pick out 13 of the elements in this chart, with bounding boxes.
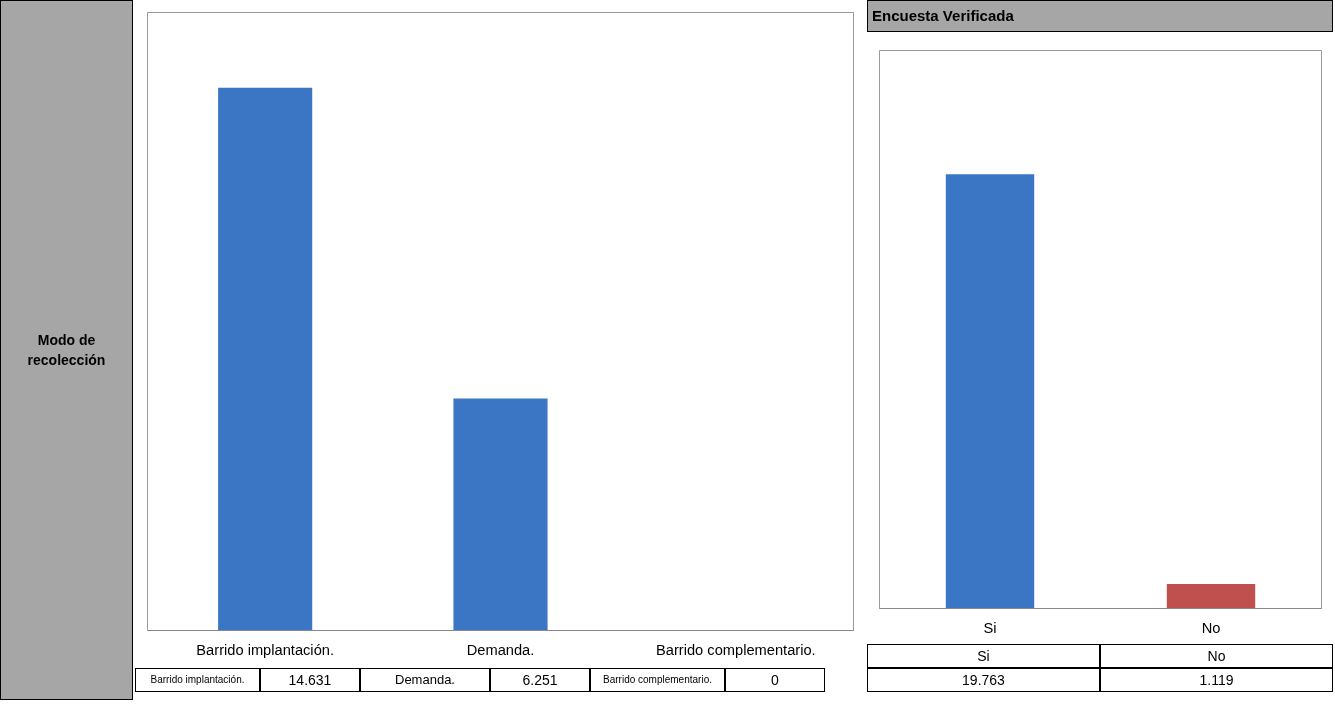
data-label: 19.763 [867,668,1100,692]
category-label: Demanda. [395,671,455,687]
data-label: 0 [725,668,825,692]
x-tick-label: Barrido implantación. [196,641,335,658]
category-label: Barrido implantación. [150,673,245,685]
x-tick-label: Demanda. [466,641,535,658]
data-label: 6.251 [490,668,590,692]
chart-title: Encuesta Verificada [867,0,1333,32]
data-label: 1.119 [1100,668,1333,692]
data-label: 14.631 [260,668,360,692]
x-tick-label: Barrido complementario. [656,641,816,658]
category-label: Barrido complementario. [603,673,712,685]
text: Modo de recolección [0,0,133,700]
